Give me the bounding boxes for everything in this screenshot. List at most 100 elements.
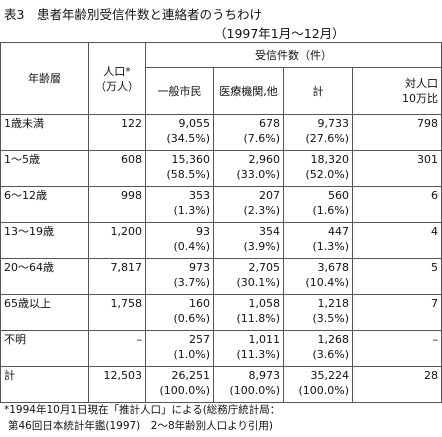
header-cell: 人口* （万人） — [88, 42, 146, 115]
population-cell: 7,817 — [88, 258, 146, 295]
percent: (100.0%) — [229, 384, 280, 397]
population-cell: 122 — [88, 114, 146, 151]
count: 257 — [189, 333, 210, 346]
header-text: 人口* — [103, 64, 131, 78]
percent: (1.3%) — [312, 240, 349, 253]
percent: (3.7%) — [173, 276, 210, 289]
header-cell: 一般市民 — [145, 67, 214, 115]
ratio-cell: 798 — [352, 114, 442, 151]
percent: (3.6%) — [312, 348, 349, 361]
total-cell: 18,320 (52.0%) — [283, 150, 353, 187]
age-cell: 65歳以上 — [0, 294, 89, 331]
percent: (11.8%) — [236, 312, 280, 325]
header-cell: 対人口 10万比 — [352, 67, 442, 115]
percent: (1.3%) — [173, 204, 210, 217]
medical-cell: 2,705 (30.1%) — [213, 258, 284, 295]
citizens-cell: 353 (1.3%) — [145, 186, 214, 223]
count: 973 — [189, 261, 210, 274]
citizens-cell: 93 (0.4%) — [145, 222, 214, 259]
total-cell: 3,678 (10.4%) — [283, 258, 353, 295]
percent: (11.3%) — [236, 348, 280, 361]
count: 9,055 — [178, 117, 211, 130]
ratio-cell: 6 — [352, 186, 442, 223]
age-cell: 6～12歳 — [0, 186, 89, 223]
count: 1,011 — [248, 333, 281, 346]
total-cell: 1,268 (3.6%) — [283, 330, 353, 367]
medical-cell: 354 (3.9%) — [213, 222, 284, 259]
count: 35,224 — [310, 369, 350, 382]
header-cell: 医療機関,他 — [213, 67, 284, 115]
percent: (10.4%) — [305, 276, 349, 289]
citizens-cell: 15,360 (58.5%) — [145, 150, 214, 187]
percent: (0.4%) — [173, 240, 210, 253]
table-row: 計 12,503 26,251 (100.0%) 8,973 (100.0%) 35,224… — [0, 366, 442, 403]
count: 1,058 — [248, 297, 281, 310]
header-cell: 計 — [283, 67, 353, 115]
citizens-cell: 257 (1.0%) — [145, 330, 214, 367]
count: 15,360 — [171, 153, 211, 166]
citizens-cell: 9,055 (34.5%) — [145, 114, 214, 151]
table-row: 13～19歳 1,200 93 (0.4%) 354 (3.9%) 447 (1.3%) 4 — [0, 222, 442, 259]
citizens-cell: 160 (0.6%) — [145, 294, 214, 331]
percent: (0.6%) — [173, 312, 210, 325]
percent: (100.0%) — [298, 384, 349, 397]
table-row: 6～12歳 998 353 (1.3%) 207 (2.3%) 560 (1.6%) 6 — [0, 186, 442, 223]
count: 160 — [189, 297, 210, 310]
subtitle: （1997年1月～12月） — [214, 26, 345, 41]
table-row: 20～64歳 7,817 973 (3.7%) 2,705 (30.1%) 3,678 (10… — [0, 258, 442, 295]
header-cell: 受信件数（件） — [145, 42, 442, 68]
percent: (30.1%) — [236, 276, 280, 289]
count: 26,251 — [171, 369, 211, 382]
table-row: 1～5歳 608 15,360 (58.5%) 2,960 (33.0%) 18,320 (5… — [0, 150, 442, 187]
percent: (7.6%) — [243, 132, 280, 145]
count: 353 — [189, 189, 210, 202]
age-cell: 20～64歳 — [0, 258, 89, 295]
count: 678 — [259, 117, 280, 130]
age-cell: 1～5歳 — [0, 150, 89, 187]
header-cell: 年齢層 — [0, 42, 89, 115]
percent: (34.5%) — [166, 132, 210, 145]
table-row: 不明 –257 (1.0%) 1,011 (11.3%) 1,268 (3.6%) – — [0, 330, 442, 367]
count: 2,960 — [248, 153, 281, 166]
header-text: （万人） — [95, 79, 139, 93]
medical-cell: 678 (7.6%) — [213, 114, 284, 151]
percent: (33.0%) — [236, 168, 280, 181]
header-text: 対人口 — [405, 77, 438, 90]
population-cell: 998 — [88, 186, 146, 223]
table-row: 1歳未満 122 9,055 (34.5%) 678 (7.6%) 9,733 (27.6%)… — [0, 114, 442, 151]
count: 9,733 — [317, 117, 350, 130]
table-body: 1歳未満 122 9,055 (34.5%) 678 (7.6%) 9,733 (27.6%)… — [0, 114, 442, 403]
table: 年齢層 人口* （万人） 受信件数（件） 一般市民 医療機関,他 計 対人口 10万… — [0, 42, 442, 403]
ratio-cell: 5 — [352, 258, 442, 295]
percent: (1.0%) — [173, 348, 210, 361]
count: 3,678 — [317, 261, 350, 274]
count: 1,268 — [317, 333, 350, 346]
count: 354 — [259, 225, 280, 238]
ratio-cell: 4 — [352, 222, 442, 259]
percent: (1.6%) — [312, 204, 349, 217]
age-cell: 計 — [0, 366, 89, 403]
count: 93 — [196, 225, 210, 238]
footnote-line: 第46回日本統計年鑑(1997) 2～8年齢別人口より引用) — [8, 420, 274, 432]
count: 8,973 — [248, 369, 281, 382]
title: 表3 患者年齢別受信件数と連絡者のうちわけ — [4, 7, 262, 22]
total-cell: 447 (1.3%) — [283, 222, 353, 259]
ratio-cell: 28 — [352, 366, 442, 403]
age-cell: 1歳未満 — [0, 114, 89, 151]
ratio-cell: – — [352, 330, 442, 367]
population-cell: – — [88, 330, 146, 367]
population-cell: 608 — [88, 150, 146, 187]
header-text: 10万比 — [402, 92, 438, 105]
count: 18,320 — [310, 153, 350, 166]
percent: (3.9%) — [243, 240, 280, 253]
total-cell: 560 (1.6%) — [283, 186, 353, 223]
percent: (58.5%) — [166, 168, 210, 181]
medical-cell: 1,058 (11.8%) — [213, 294, 284, 331]
citizens-cell: 973 (3.7%) — [145, 258, 214, 295]
total-cell: 9,733 (27.6%) — [283, 114, 353, 151]
ratio-cell: 7 — [352, 294, 442, 331]
count: 560 — [328, 189, 349, 202]
total-cell: 1,218 (3.5%) — [283, 294, 353, 331]
medical-cell: 8,973 (100.0%) — [213, 366, 284, 403]
